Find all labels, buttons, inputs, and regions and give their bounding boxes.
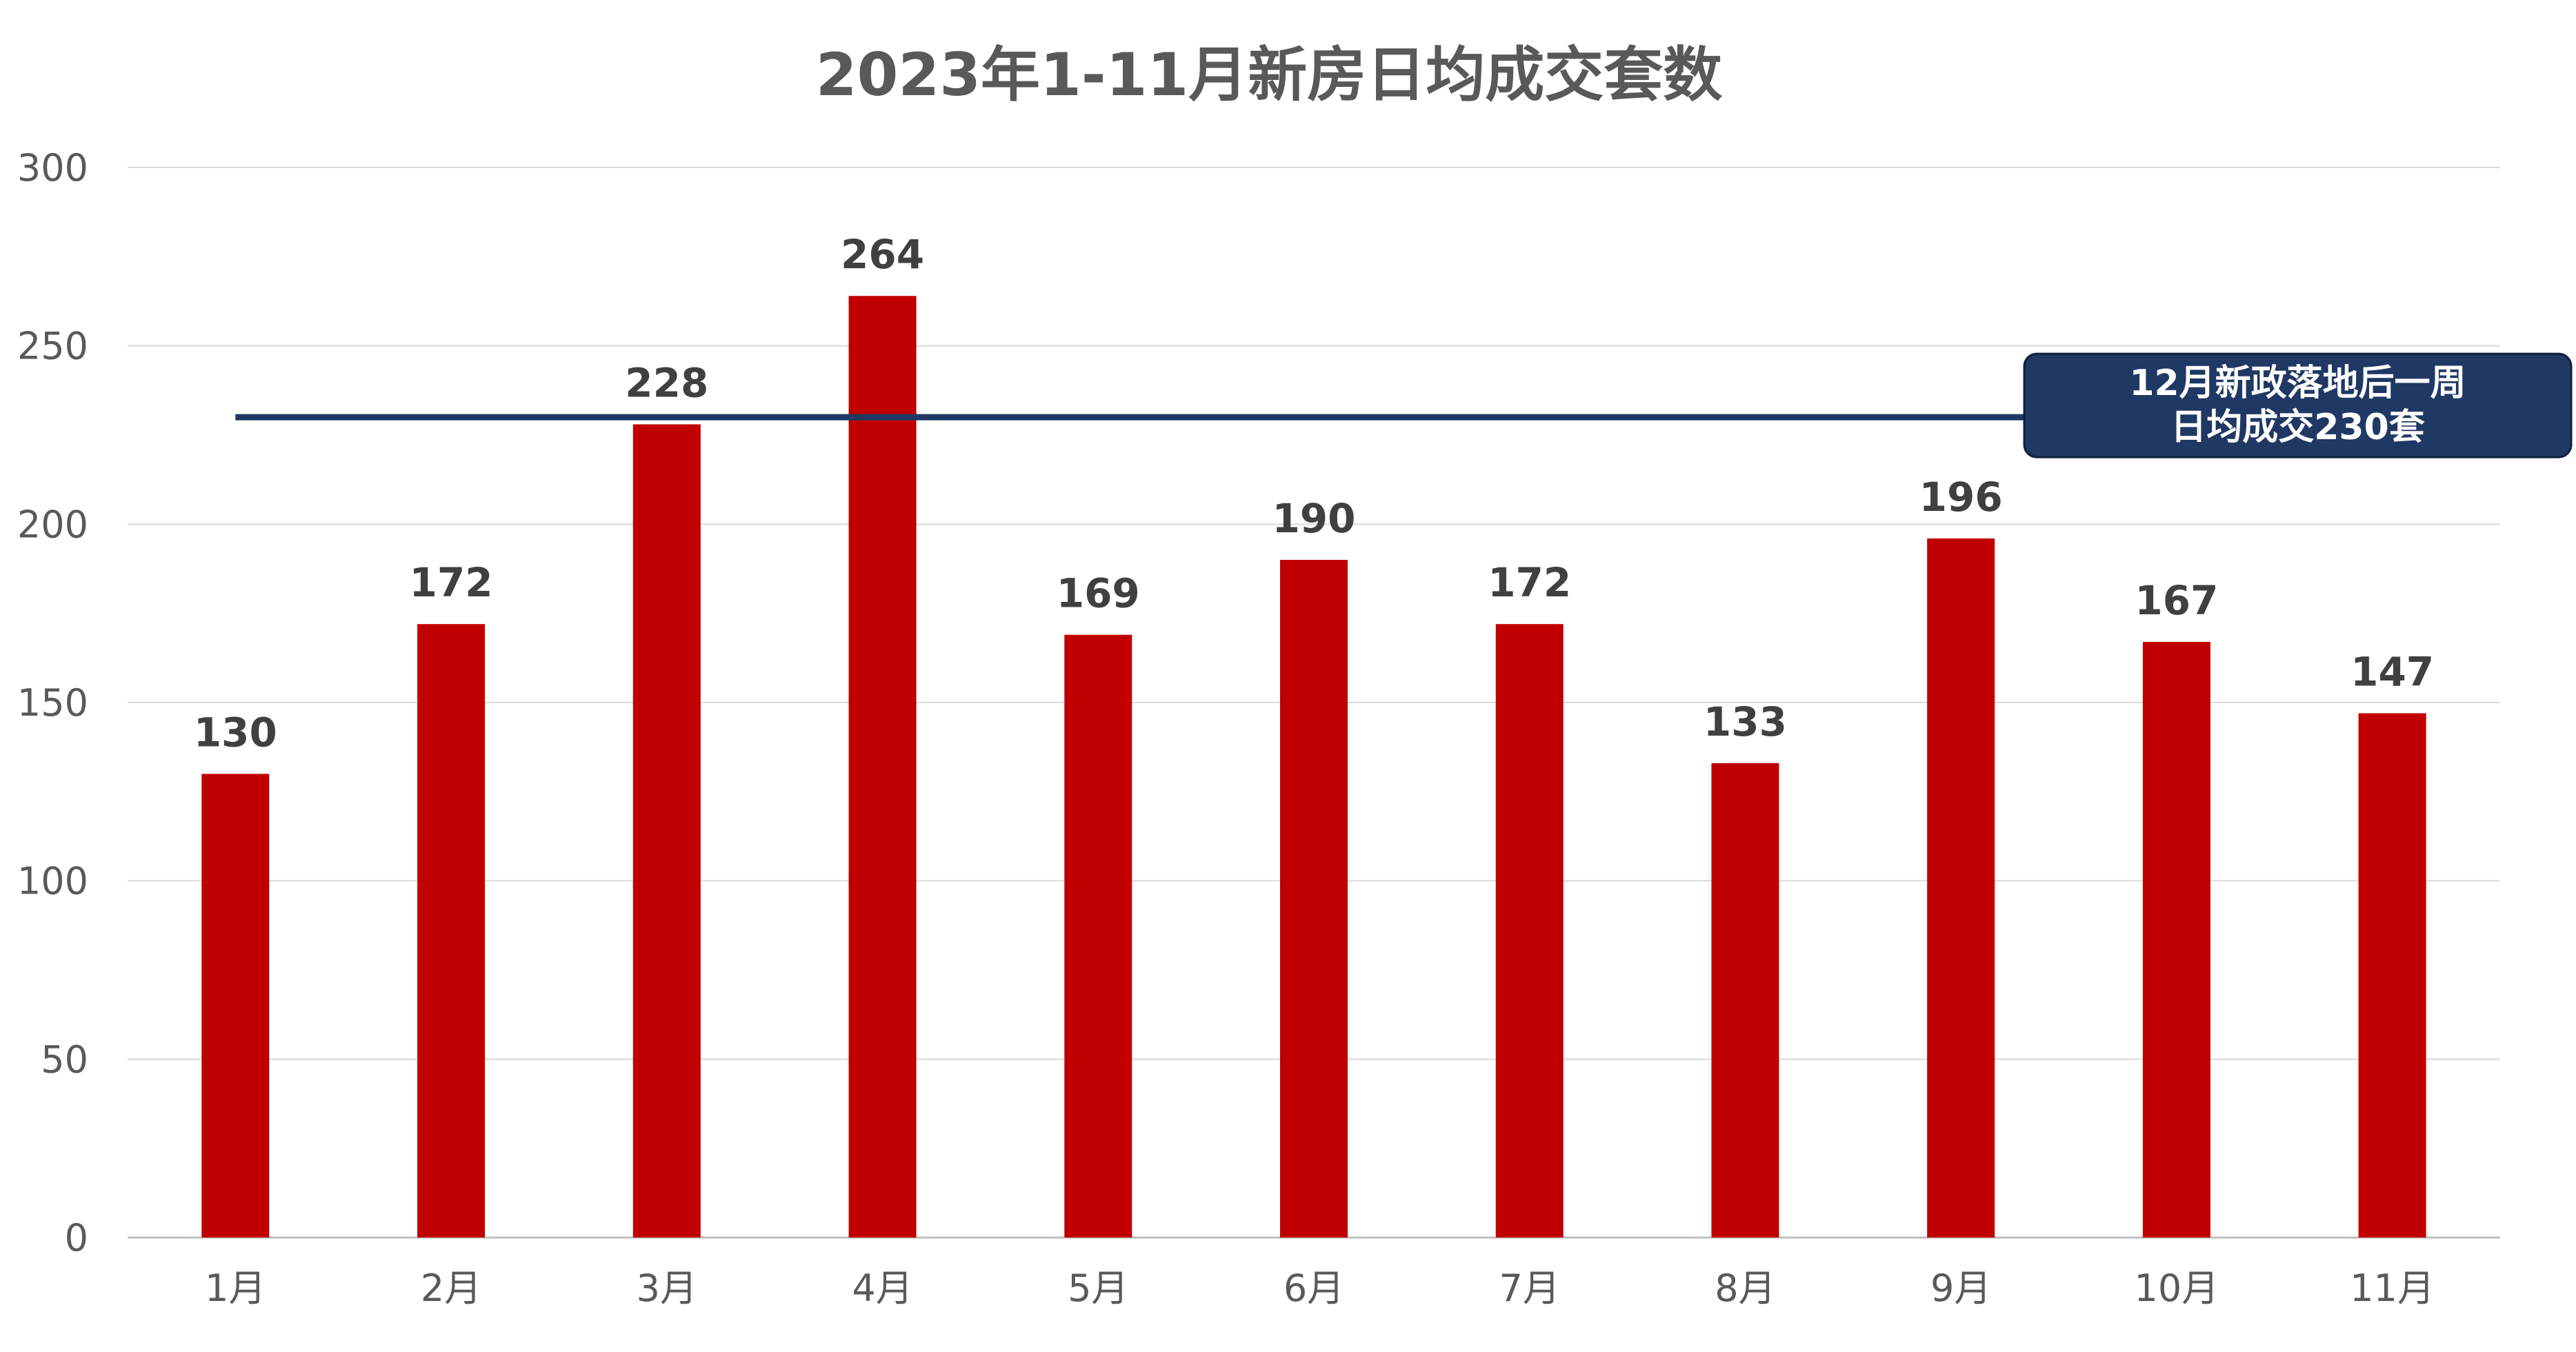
data-label: 196 xyxy=(1919,474,2003,521)
bar xyxy=(2142,642,2210,1238)
data-label: 190 xyxy=(1272,495,1355,542)
y-tick-label: 50 xyxy=(41,1038,88,1081)
bar xyxy=(1280,560,1348,1238)
bar xyxy=(848,296,917,1238)
data-label: 169 xyxy=(1057,570,1140,617)
y-tick-label: 200 xyxy=(17,503,88,546)
reference-callout-text: 日均成交230套 xyxy=(2170,407,2425,448)
x-tick-label: 7月 xyxy=(1499,1267,1560,1310)
y-tick-label: 250 xyxy=(17,325,88,368)
bar xyxy=(632,424,701,1238)
y-tick-label: 300 xyxy=(17,146,88,190)
x-tick-label: 11月 xyxy=(2350,1267,2435,1310)
bar xyxy=(1927,538,1995,1238)
bars xyxy=(201,296,2426,1238)
bar xyxy=(1711,763,1779,1238)
data-label: 147 xyxy=(2350,649,2434,696)
x-tick-label: 10月 xyxy=(2135,1267,2219,1310)
y-tick-label: 100 xyxy=(17,860,88,903)
value-labels: 130 172 228 264 169 190 172 133 196 167 147 xyxy=(194,231,2434,756)
gridlines xyxy=(128,167,2500,1239)
x-tick-label: 4月 xyxy=(852,1267,912,1310)
x-tick-label: 9月 xyxy=(1930,1267,1991,1310)
x-tick-label: 1月 xyxy=(205,1267,266,1310)
x-axis: 1月 2月 3月 4月 5月 6月 7月 8月 9月 10月 11月 xyxy=(205,1267,2435,1310)
y-tick-label: 150 xyxy=(17,681,88,725)
y-axis: 0 50 100 150 200 250 300 xyxy=(17,146,88,1260)
data-label: 167 xyxy=(2135,577,2218,624)
bar xyxy=(1064,634,1132,1238)
x-tick-label: 6月 xyxy=(1284,1267,1344,1310)
data-label: 172 xyxy=(1488,559,1571,606)
reference-callout-text: 12月新政落地后一周 xyxy=(2129,363,2466,404)
data-label: 228 xyxy=(625,359,708,406)
bar xyxy=(201,774,270,1238)
bar xyxy=(2358,713,2426,1238)
bar xyxy=(417,624,486,1238)
bar xyxy=(1495,624,1564,1238)
data-label: 133 xyxy=(1704,698,1787,745)
y-tick-label: 0 xyxy=(65,1216,88,1260)
chart-title: 2023年1-11月新房日均成交套数 xyxy=(816,41,1723,110)
data-label: 172 xyxy=(410,559,493,606)
data-label: 264 xyxy=(841,231,924,278)
x-tick-label: 8月 xyxy=(1715,1267,1775,1310)
x-tick-label: 5月 xyxy=(1068,1267,1128,1310)
x-tick-label: 3月 xyxy=(637,1267,697,1310)
reference-callout-box xyxy=(2023,352,2573,458)
x-tick-label: 2月 xyxy=(421,1267,481,1310)
data-label: 130 xyxy=(194,709,277,756)
